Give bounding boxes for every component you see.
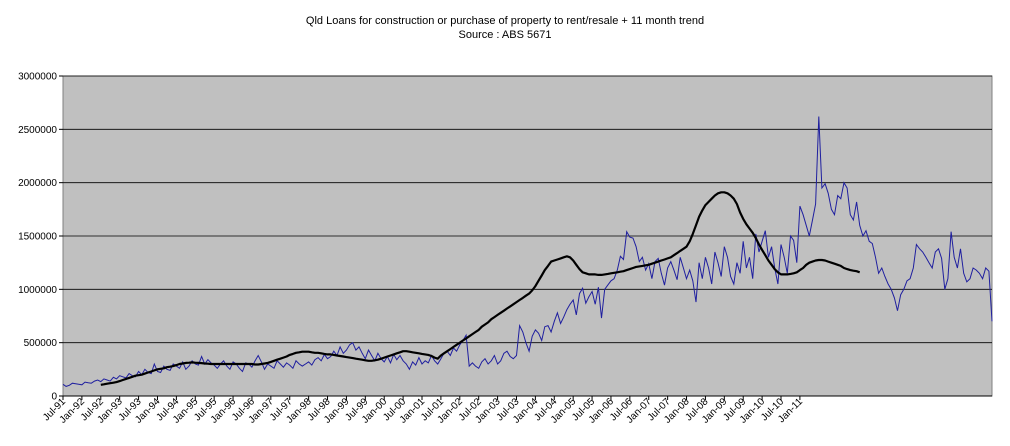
- y-tick-label: 500000: [24, 338, 58, 349]
- y-tick-label: 1000000: [18, 285, 57, 296]
- y-tick-label: 2500000: [18, 125, 57, 136]
- monthly-series-line: [62, 116, 993, 387]
- y-tick-label: 2000000: [18, 178, 57, 189]
- chart-subtitle: Source : ABS 5671: [458, 29, 552, 41]
- trend-series-line: [100, 191, 861, 386]
- y-tick-label: 1500000: [18, 232, 57, 243]
- y-axis: 0 500000 1000000 1500000 2000000 2500000 30000…: [18, 72, 63, 403]
- chart-title: Qld Loans for construction or purchase o…: [305, 15, 705, 27]
- y-tick-label: 3000000: [18, 72, 57, 83]
- y-tick-label: 0: [51, 392, 57, 403]
- x-axis: Jul-91Jan-92Jul-92Jan-93Jul-93Jan-94Jul-…: [41, 395, 992, 426]
